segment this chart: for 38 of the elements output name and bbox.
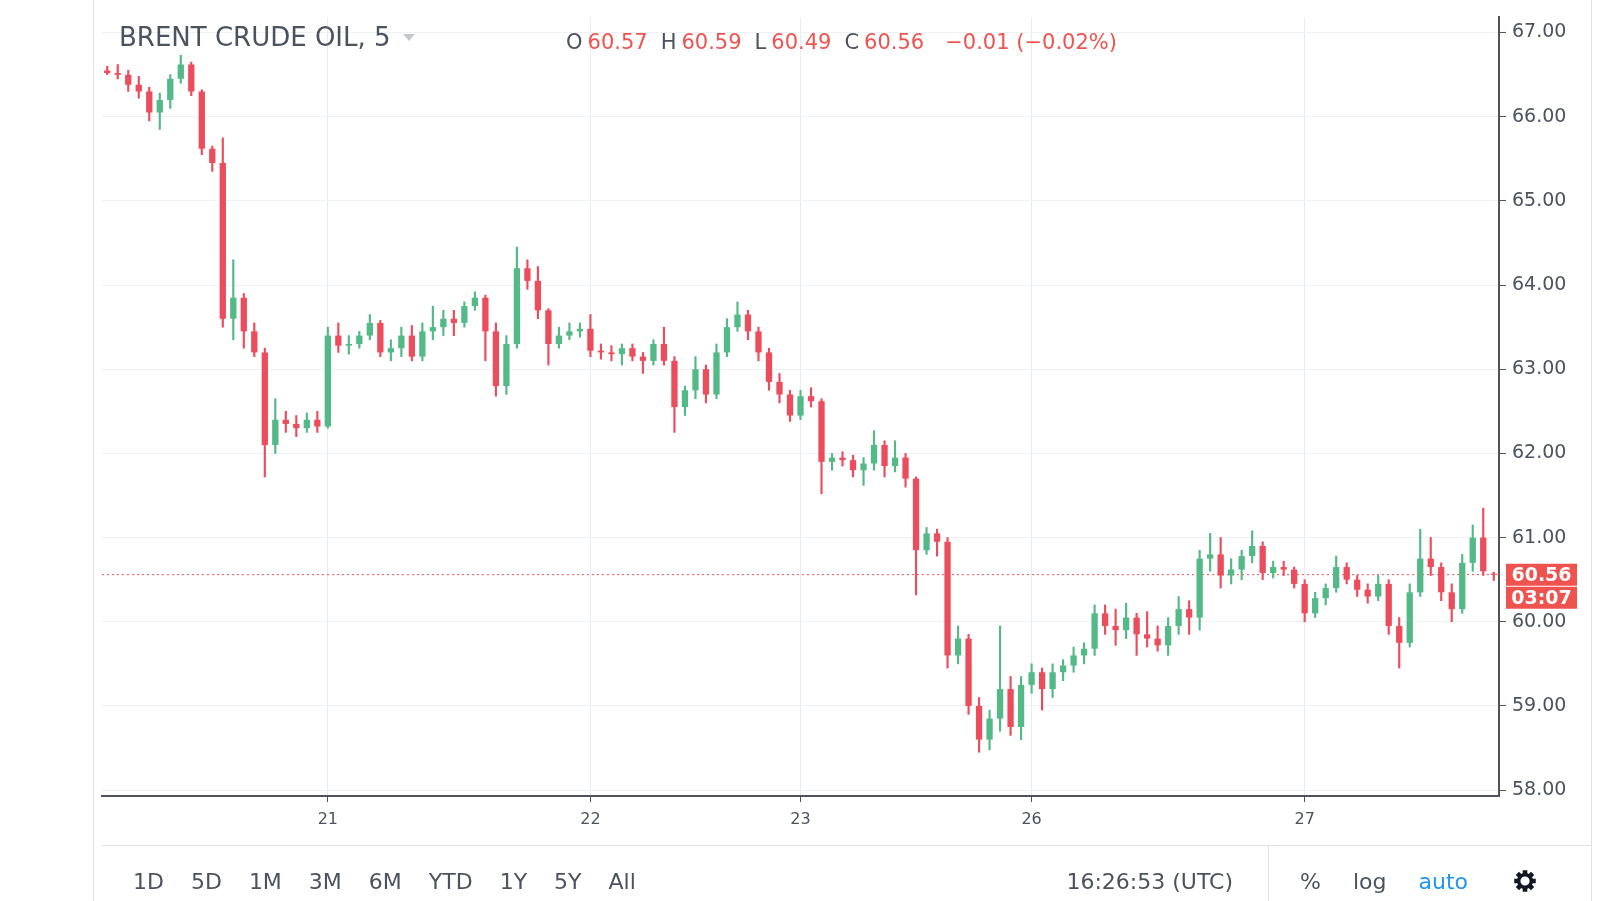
text: 1D: [133, 868, 164, 894]
x-tick-label: 22: [580, 808, 601, 828]
y-tick-label: 63.00: [1512, 356, 1567, 379]
text: 5Y: [554, 868, 582, 894]
y-tick-label: 59.00: [1512, 692, 1567, 715]
candlestick: [608, 345, 615, 362]
text: 6M: [368, 868, 402, 894]
ref-line-label: 60.56: [1511, 562, 1572, 585]
x-tick-label: 21: [317, 808, 339, 828]
text: 5D: [190, 868, 222, 894]
annotation: C 60.56: [844, 30, 925, 54]
x-tick-label: 23: [790, 808, 811, 828]
x-tick-label: 26: [1021, 808, 1042, 828]
x-tick-label: 27: [1294, 808, 1315, 828]
y-tick-label: 66.00: [1512, 103, 1567, 126]
annotation: −0.01 (−0.02%): [945, 30, 1117, 54]
annotation: O 60.57: [566, 30, 648, 54]
text: 3M: [308, 868, 342, 894]
candlestick: [860, 457, 867, 486]
y-tick-label: 58.00: [1512, 777, 1567, 800]
y-tick-label: 64.00: [1512, 272, 1567, 295]
chart-title: BRENT CRUDE OIL, 5: [119, 22, 391, 52]
annotation: H 60.59: [660, 30, 742, 54]
text: auto: [1418, 868, 1468, 894]
text: 1Y: [499, 868, 528, 894]
text: 03:07: [1511, 585, 1572, 608]
y-tick-label: 65.00: [1512, 187, 1567, 210]
y-tick-label: 62.00: [1512, 440, 1567, 463]
text: log: [1352, 868, 1387, 894]
annotation: L 60.49: [754, 30, 832, 54]
y-tick-label: 60.00: [1512, 608, 1567, 631]
text: YTD: [428, 868, 473, 894]
text: %: [1300, 868, 1321, 894]
text: All: [608, 868, 636, 894]
text: 16:26:53 (UTC): [1066, 867, 1233, 896]
y-tick-label: 67.00: [1512, 19, 1567, 42]
y-tick-label: 61.00: [1512, 524, 1567, 547]
text: 1M: [248, 868, 282, 894]
